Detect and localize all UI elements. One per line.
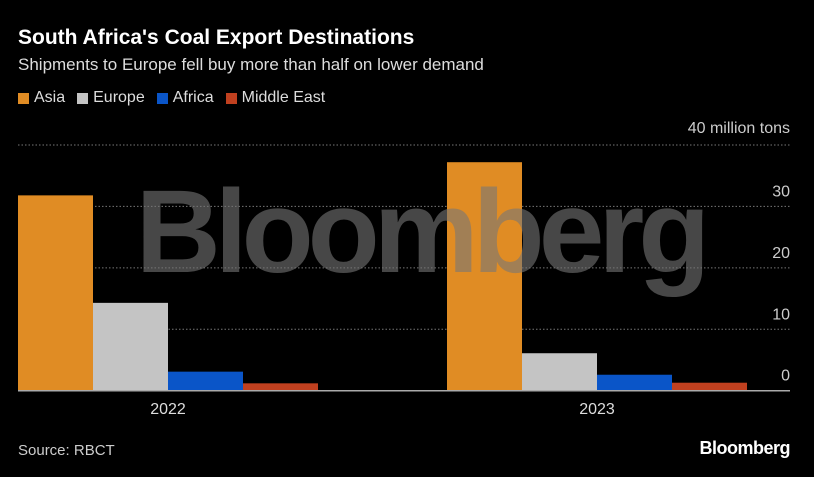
legend-label: Africa xyxy=(172,89,214,106)
y-tick-label: 30 xyxy=(772,183,790,200)
source-note: Source: RBCT xyxy=(18,442,115,459)
y-tick-label: 20 xyxy=(772,245,790,262)
bar-middle-east-2022 xyxy=(243,383,318,391)
bar-asia-2022 xyxy=(18,195,93,391)
legend-swatch xyxy=(156,92,168,104)
bloomberg-logo: Bloomberg xyxy=(699,438,790,458)
x-tick-label: 2023 xyxy=(579,401,615,418)
legend-item: Middle East xyxy=(225,89,326,107)
legend-item: Europe xyxy=(77,89,145,107)
legend-swatch xyxy=(18,92,29,104)
bar-africa-2022 xyxy=(168,371,243,391)
x-tick-label: 2022 xyxy=(150,401,186,418)
bar-africa-2023 xyxy=(597,374,672,391)
bar-europe-2022 xyxy=(93,302,168,391)
legend-item: Asia xyxy=(18,89,65,107)
legend-label: Europe xyxy=(93,89,145,106)
legend-label: Asia xyxy=(34,89,66,106)
y-tick-label: 0 xyxy=(781,368,790,385)
legend-swatch xyxy=(77,92,89,104)
chart-subtitle: Shipments to Europe fell buy more than h… xyxy=(18,55,484,74)
legend-label: Middle East xyxy=(241,89,326,106)
chart-title: South Africa's Coal Export Destinations xyxy=(18,26,415,49)
bar-europe-2023 xyxy=(522,353,597,391)
y-tick-label: 10 xyxy=(772,306,790,323)
bar-asia-2023 xyxy=(447,162,522,391)
y-tick-label: 40 million tons xyxy=(688,120,790,137)
legend: Asia Europe Africa Middle East xyxy=(18,89,325,107)
legend-item: Africa xyxy=(156,89,214,107)
watermark: Bloomberg xyxy=(136,166,705,298)
bar-middle-east-2023 xyxy=(672,382,747,391)
legend-swatch xyxy=(225,92,237,104)
